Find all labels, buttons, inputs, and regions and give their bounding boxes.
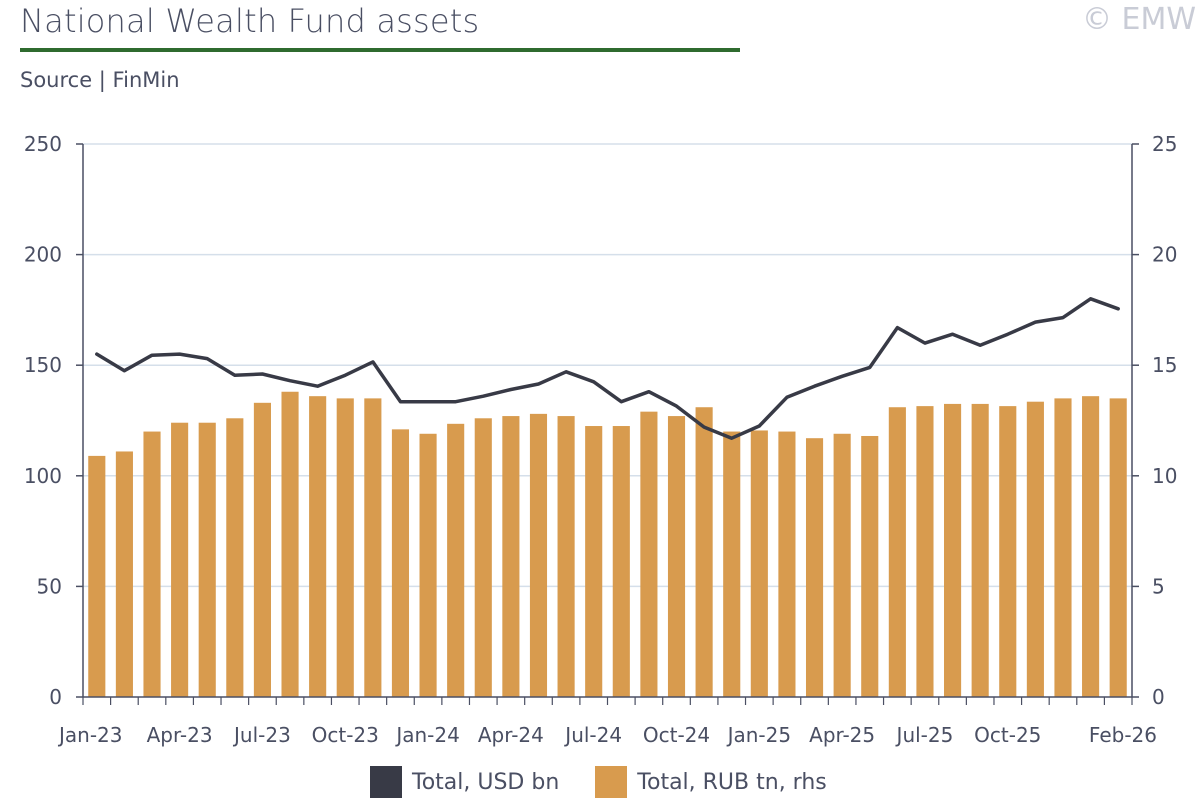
bar xyxy=(1109,398,1127,697)
line-series-usd xyxy=(95,297,1120,440)
bar xyxy=(502,416,520,697)
bar xyxy=(198,422,216,697)
chart-area: 0 50 100 150 200 250 0 5 10 15 20 25 Jan-23 Apr-23 Jul… xyxy=(24,132,1178,747)
bar xyxy=(391,429,410,697)
bar xyxy=(612,426,630,697)
y-tick-label-left: 100 xyxy=(24,464,62,488)
y-tick-label-left: 200 xyxy=(24,243,62,267)
y-tick-label-right: 25 xyxy=(1152,132,1177,156)
x-tick-label: Apr-24 xyxy=(478,723,544,747)
bar xyxy=(336,398,354,697)
source-note: Source | FinMin xyxy=(20,68,180,92)
x-tick-label: Oct-23 xyxy=(312,723,379,747)
legend-item-usd: Total, USD bn xyxy=(370,766,559,798)
y-tick-label-right: 15 xyxy=(1152,353,1177,377)
bar xyxy=(695,407,713,697)
bar xyxy=(281,391,299,697)
y-tick-label-left: 50 xyxy=(37,574,62,598)
bar xyxy=(585,426,603,697)
bar xyxy=(309,396,327,697)
bar xyxy=(1026,401,1044,697)
x-tick-label: Jan-23 xyxy=(57,723,123,747)
title-underline xyxy=(20,48,740,52)
bar xyxy=(253,402,271,697)
legend-swatch-usd xyxy=(370,766,402,798)
x-tick-label: Jul-24 xyxy=(563,723,622,747)
bar xyxy=(474,418,492,697)
x-tick-label: Apr-23 xyxy=(147,723,213,747)
y-tick-label-right: 0 xyxy=(1152,685,1165,709)
y-tick-label-left: 250 xyxy=(24,132,62,156)
legend-swatch-rub xyxy=(595,766,628,798)
y-tick-label-right: 20 xyxy=(1152,243,1177,267)
legend-item-rub: Total, RUB tn, rhs xyxy=(595,766,827,798)
bar xyxy=(750,430,768,697)
bar xyxy=(447,423,465,697)
bar xyxy=(723,431,741,697)
bar xyxy=(557,416,575,697)
x-tick-label: Jan-24 xyxy=(394,723,460,747)
bar xyxy=(88,455,106,697)
legend-label-usd: Total, USD bn xyxy=(412,769,560,795)
y-tick-label-left: 0 xyxy=(49,685,62,709)
x-tick-label: Apr-25 xyxy=(809,723,875,747)
bar xyxy=(419,433,437,697)
x-tick-label: Feb-26 xyxy=(1089,723,1157,747)
bar xyxy=(1082,396,1100,697)
legend-label-rub: Total, RUB tn, rhs xyxy=(637,769,827,795)
x-tick-label: Oct-25 xyxy=(974,723,1041,747)
y-tick-label-right: 10 xyxy=(1152,464,1177,488)
bar xyxy=(529,413,548,697)
x-tick-label: Jul-25 xyxy=(895,723,954,747)
bar xyxy=(171,422,189,697)
bar xyxy=(778,431,796,697)
bar xyxy=(971,403,989,697)
copyright-mark: © EMW xyxy=(1081,2,1196,37)
bar xyxy=(805,438,824,697)
bar xyxy=(640,411,658,697)
bar xyxy=(143,431,161,697)
legend: Total, USD bn Total, RUB tn, rhs xyxy=(370,764,863,800)
x-tick-label: Jul-23 xyxy=(232,723,291,747)
x-tick-label: Jan-25 xyxy=(726,723,792,747)
bar xyxy=(1054,398,1072,697)
bar xyxy=(861,435,879,697)
y-tick-label-right: 5 xyxy=(1152,574,1165,598)
bar xyxy=(226,418,244,697)
bar xyxy=(833,433,851,697)
x-tick-label: Oct-24 xyxy=(643,723,710,747)
chart-title: National Wealth Fund assets xyxy=(20,2,480,40)
bar xyxy=(115,451,133,697)
bar xyxy=(916,406,934,697)
bar xyxy=(667,416,686,697)
bar xyxy=(364,398,382,697)
y-tick-label-left: 150 xyxy=(24,353,62,377)
bar xyxy=(888,407,906,697)
bar xyxy=(944,403,962,697)
bar xyxy=(999,406,1017,697)
